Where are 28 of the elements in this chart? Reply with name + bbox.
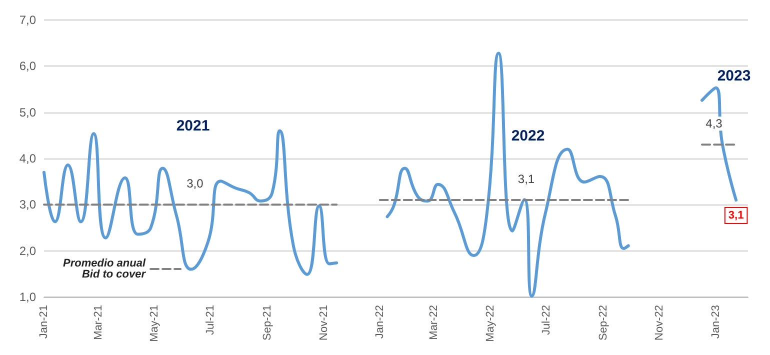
x-tick-label: Sep-22 — [598, 305, 610, 340]
x-tick-label: Jan-23 — [710, 305, 722, 339]
annotation: 2022 — [511, 128, 545, 144]
x-tick-label: Jan-21 — [38, 305, 50, 339]
x-tick-label: May-21 — [148, 305, 160, 342]
x-tick-label: Jul-22 — [540, 305, 552, 335]
x-tick-label: Mar-21 — [92, 305, 104, 340]
x-tick-label: Sep-21 — [262, 305, 274, 340]
data-label: 3,1 — [728, 210, 744, 222]
y-tick-label: 3,0 — [19, 198, 36, 212]
y-tick-label: 4,0 — [19, 152, 36, 166]
x-tick-label: Nov-21 — [318, 305, 330, 340]
legend-label: Promedio anual Bid to cover — [62, 258, 146, 280]
y-tick-label: 6,0 — [19, 59, 36, 74]
data-label: 3,1 — [518, 172, 535, 186]
annotation: 2021 — [176, 118, 210, 134]
y-tick-label: 7,0 — [19, 13, 36, 27]
x-tick-label: Nov-22 — [654, 305, 666, 340]
y-tick-label: 1,0 — [19, 290, 36, 304]
y-tick-label: 2,0 — [19, 244, 36, 258]
y-tick-label: 5,0 — [19, 105, 36, 120]
x-tick-label: May-22 — [484, 305, 496, 342]
data-label: 3,0 — [186, 176, 204, 191]
annotation: 2023 — [717, 68, 751, 84]
data-label: 4,3 — [706, 116, 723, 131]
x-tick-label: Jul-21 — [204, 305, 217, 335]
x-tick-label: Mar-22 — [428, 305, 440, 340]
x-tick-label: Jan-22 — [374, 305, 386, 339]
